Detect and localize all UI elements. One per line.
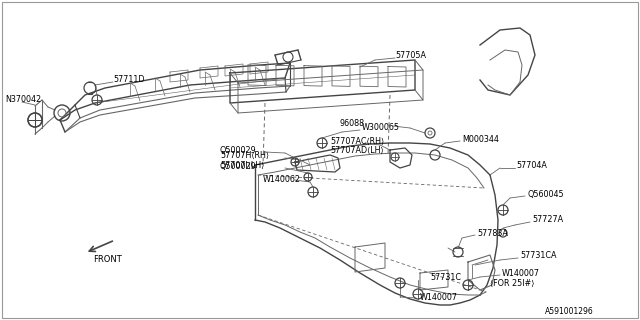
Text: A591001296: A591001296 [545, 308, 594, 316]
Text: Q500029: Q500029 [220, 163, 257, 172]
Text: 57707H⟨RH⟩: 57707H⟨RH⟩ [220, 150, 269, 159]
Text: 57731CA: 57731CA [520, 252, 557, 260]
Text: FRONT: FRONT [93, 255, 122, 265]
Text: 57704A: 57704A [516, 162, 547, 171]
Text: ⟨FOR 25I#⟩: ⟨FOR 25I#⟩ [490, 278, 534, 287]
Text: W140062: W140062 [263, 175, 301, 185]
Text: 96088: 96088 [340, 119, 365, 129]
Text: Q560045: Q560045 [527, 189, 564, 198]
Text: N370042: N370042 [5, 95, 41, 105]
Text: M000344: M000344 [462, 134, 499, 143]
Text: 57707I⟨LH⟩: 57707I⟨LH⟩ [220, 161, 264, 170]
Text: W300065: W300065 [362, 124, 400, 132]
Text: W140007: W140007 [420, 292, 458, 301]
Text: 57783A: 57783A [477, 228, 508, 237]
Text: 57727A: 57727A [532, 215, 563, 225]
Text: 57707AC⟨RH⟩: 57707AC⟨RH⟩ [330, 137, 384, 146]
Text: Q500029: Q500029 [220, 146, 257, 155]
Text: 57705A: 57705A [395, 52, 426, 60]
Text: 57711D: 57711D [113, 76, 145, 84]
Text: 57707AD⟨LH⟩: 57707AD⟨LH⟩ [330, 146, 383, 155]
Text: W140007: W140007 [502, 268, 540, 277]
Text: 57731C: 57731C [430, 274, 461, 283]
